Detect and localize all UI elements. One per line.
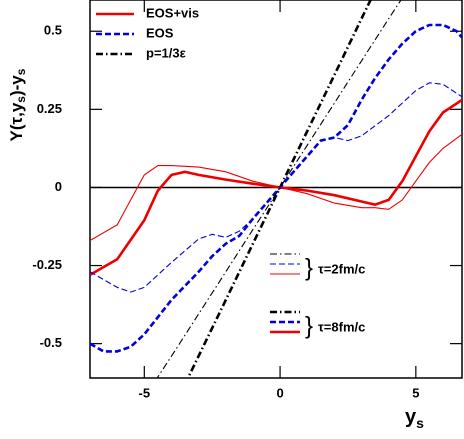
series-line xyxy=(90,82,462,293)
y-axis-label: Y(τ,ys)-ys xyxy=(7,68,28,141)
y-tick-label: 0.25 xyxy=(37,101,62,116)
annotation: τ=2fm/c xyxy=(318,261,365,276)
legend-label: EOS+vis xyxy=(146,5,199,20)
plot-frame xyxy=(89,0,463,379)
x-tick-label: -5 xyxy=(139,385,151,400)
brace: } xyxy=(305,254,313,281)
series-line xyxy=(90,98,462,277)
legend-label: p=1/3ε xyxy=(146,45,186,60)
series-line xyxy=(90,133,462,241)
y-tick-label: 0.5 xyxy=(44,23,62,38)
y-tick-label: -0.25 xyxy=(32,257,62,272)
series-line xyxy=(156,0,402,378)
x-tick-label: 5 xyxy=(412,385,419,400)
legend-label: EOS xyxy=(146,25,174,40)
annotation: τ=8fm/c xyxy=(318,319,365,334)
y-tick-label: 0 xyxy=(55,179,62,194)
x-tick-label: 0 xyxy=(276,385,283,400)
plot-area xyxy=(90,0,462,378)
brace: } xyxy=(305,312,313,339)
x-axis-label: ys xyxy=(405,406,424,430)
y-tick-label: -0.5 xyxy=(40,335,62,350)
series-line xyxy=(90,23,462,353)
